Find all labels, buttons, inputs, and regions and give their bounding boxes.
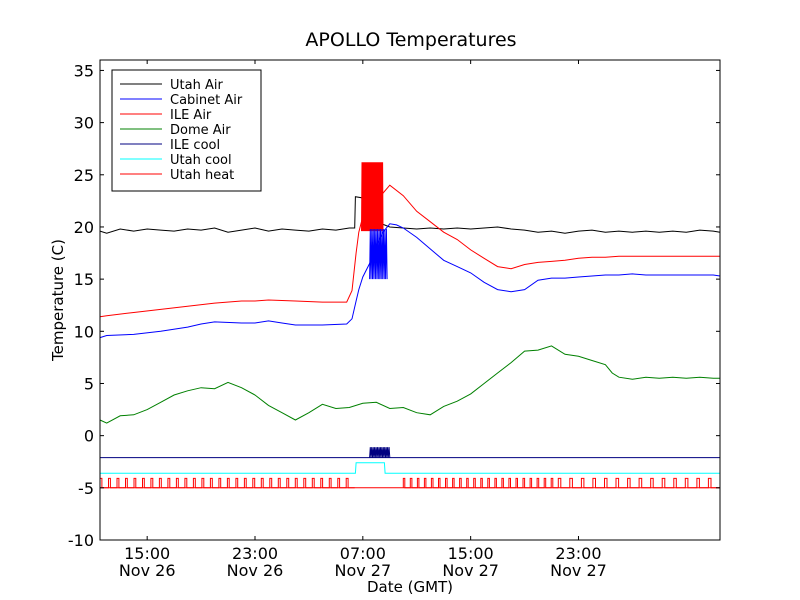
y-axis: -10 -5 0 5 10 15 20 25 30 35	[68, 61, 720, 550]
y-tick-label: -10	[68, 531, 94, 550]
legend-label: Dome Air	[170, 123, 231, 138]
y-axis-label: Temperature (C)	[49, 239, 67, 362]
pulse-train-2	[557, 477, 720, 489]
y-tick-label: 20	[74, 218, 94, 237]
x-tick-label-time: 15:00	[124, 544, 170, 563]
x-tick-label-date: Nov 27	[550, 561, 607, 580]
y-tick-label: -5	[78, 479, 94, 498]
y-tick-label: 30	[74, 114, 94, 133]
x-tick-label-time: 15:00	[448, 544, 494, 563]
pulse-train-0	[99, 477, 355, 489]
pulse-train-1	[402, 477, 559, 489]
x-tick-label-date: Nov 27	[334, 561, 391, 580]
plot-frame	[99, 59, 721, 541]
legend-label: Utah heat	[170, 168, 234, 183]
x-tick-label-date: Nov 26	[227, 561, 284, 580]
series-line-3	[99, 345, 720, 424]
series-line-2	[99, 184, 720, 318]
y-tick-label: 15	[74, 270, 94, 289]
y-tick-label: 0	[84, 427, 94, 446]
x-axis-label: Date (GMT)	[367, 578, 453, 596]
oscillation-1	[369, 447, 391, 458]
series-line-5	[100, 462, 720, 474]
chart-title: APOLLO Temperatures	[305, 29, 516, 51]
oscillation-2	[369, 228, 388, 280]
plot-lines	[99, 162, 721, 489]
x-tick-label-time: 23:00	[555, 544, 601, 563]
y-tick-label: 10	[74, 322, 94, 341]
legend-label: Utah Air	[170, 78, 223, 93]
x-tick-label-time: 07:00	[340, 544, 386, 563]
series-line-1	[99, 223, 721, 339]
legend-label: ILE cool	[170, 138, 220, 153]
x-tick-label-date: Nov 26	[119, 561, 176, 580]
oscillation-0	[361, 162, 384, 232]
x-tick-label-date: Nov 27	[442, 561, 499, 580]
legend-label: Utah cool	[170, 153, 232, 168]
legend-label: Cabinet Air	[170, 93, 243, 108]
y-tick-label: 25	[74, 166, 94, 185]
y-tick-label: 35	[74, 61, 94, 80]
x-tick-label-time: 23:00	[232, 544, 278, 563]
legend-label: ILE Air	[170, 108, 212, 123]
y-tick-label: 5	[84, 374, 94, 393]
legend-frame	[111, 69, 262, 192]
